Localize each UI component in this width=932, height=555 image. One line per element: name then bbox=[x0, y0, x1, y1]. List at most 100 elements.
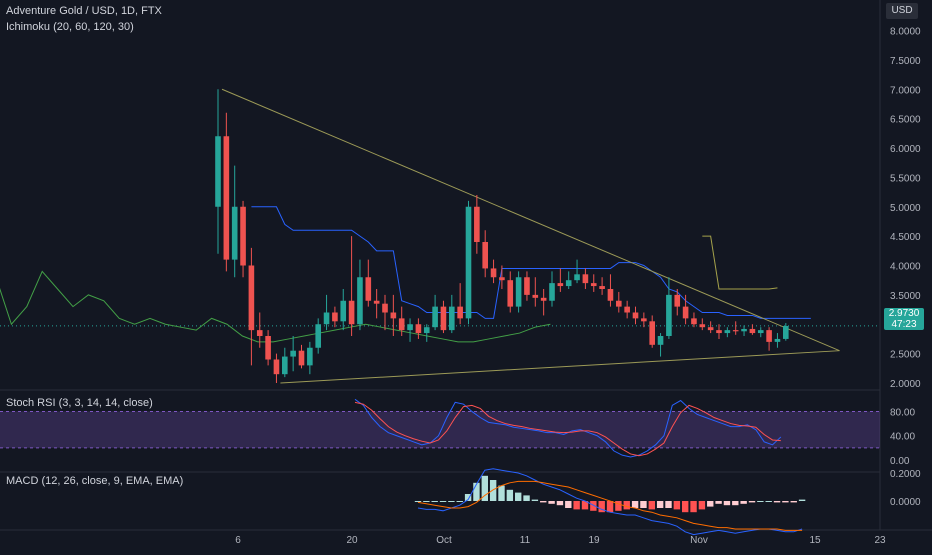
macd-histogram-bar bbox=[531, 499, 539, 501]
candle-body bbox=[524, 277, 530, 295]
price-tick-label: 2.5000 bbox=[890, 350, 921, 361]
trendline bbox=[280, 350, 840, 384]
candle-body bbox=[290, 350, 296, 357]
stoch-band-fill bbox=[0, 411, 880, 448]
macd-histogram-bar bbox=[782, 501, 789, 503]
candle-body bbox=[482, 242, 488, 269]
candle-body bbox=[632, 312, 639, 319]
time-tick-label: 19 bbox=[588, 535, 600, 546]
candle-body bbox=[641, 318, 647, 322]
price-tick-label: 4.5000 bbox=[890, 232, 921, 243]
stoch-d-line bbox=[354, 401, 781, 457]
candle-body bbox=[582, 274, 589, 284]
macd-histogram-bar bbox=[464, 494, 472, 501]
candle-body bbox=[657, 336, 664, 345]
candle-body bbox=[357, 277, 363, 325]
time-tick-label: 6 bbox=[235, 535, 241, 546]
macd-histogram-bar bbox=[414, 501, 422, 502]
macd-histogram-bar bbox=[723, 501, 731, 506]
macd-histogram-bar bbox=[623, 501, 630, 510]
macd-tick-label: 0.0000 bbox=[890, 497, 921, 508]
candle-body bbox=[590, 283, 597, 287]
candle-body bbox=[624, 306, 630, 313]
macd-histogram-bar bbox=[506, 489, 514, 501]
candle-body bbox=[423, 327, 430, 334]
macd-histogram-bar bbox=[648, 501, 655, 510]
stoch-tick-label: 80.00 bbox=[890, 407, 915, 418]
macd-histogram-bar bbox=[757, 501, 764, 502]
plot-background bbox=[0, 0, 880, 550]
candle-body bbox=[691, 318, 697, 325]
macd-histogram-bar bbox=[481, 475, 488, 501]
trendline bbox=[221, 88, 840, 352]
candle-body bbox=[240, 206, 246, 266]
macd-label: MACD (12, 26, close, 9, EMA, EMA) bbox=[6, 475, 184, 487]
candle-body bbox=[465, 206, 472, 319]
macd-histogram-bar bbox=[765, 501, 772, 502]
candle-body bbox=[440, 306, 447, 331]
candle-body bbox=[574, 274, 580, 281]
price-tick-label: 7.5000 bbox=[890, 56, 921, 67]
macd-histogram-bar bbox=[581, 501, 589, 510]
candle-body bbox=[390, 312, 397, 319]
candle-body bbox=[215, 136, 221, 207]
candle-body bbox=[256, 330, 263, 336]
macd-signal-line bbox=[417, 480, 803, 531]
macd-tick-label: 0.2000 bbox=[890, 469, 921, 480]
macd-histogram-bar bbox=[431, 501, 438, 502]
time-tick-label: 15 bbox=[809, 535, 821, 546]
macd-histogram-bar bbox=[498, 485, 505, 501]
macd-histogram-bar bbox=[748, 501, 756, 503]
macd-histogram-bar bbox=[556, 501, 564, 506]
macd-histogram-bar bbox=[565, 501, 572, 508]
stoch-tick-label: 40.00 bbox=[890, 432, 915, 443]
candle-body bbox=[265, 336, 271, 360]
candle-body bbox=[231, 206, 238, 260]
candle-body bbox=[540, 297, 547, 301]
price-tick-label: 6.0000 bbox=[890, 144, 921, 155]
candle-body bbox=[507, 280, 514, 307]
candle-body bbox=[449, 306, 455, 331]
candle-body bbox=[732, 330, 739, 332]
candle-body bbox=[323, 312, 330, 325]
macd-histogram-bar bbox=[698, 501, 706, 510]
time-tick-label: 11 bbox=[520, 535, 531, 546]
time-tick-label: 23 bbox=[874, 535, 886, 546]
macd-histogram-bar bbox=[665, 501, 672, 508]
time-tick-label: Oct bbox=[436, 535, 452, 546]
candle-body bbox=[248, 265, 255, 331]
candle-body bbox=[282, 356, 288, 375]
candle-body bbox=[532, 294, 539, 298]
candle-body bbox=[298, 350, 305, 366]
currency-label[interactable]: USD bbox=[886, 3, 918, 19]
price-tick-label: 8.0000 bbox=[890, 27, 921, 38]
candle-body bbox=[565, 280, 572, 287]
candle-body bbox=[599, 286, 605, 289]
candle-body bbox=[348, 300, 355, 325]
macd-histogram-bar bbox=[606, 501, 614, 513]
stoch-tick-label: 0.00 bbox=[890, 456, 910, 467]
candle-body bbox=[340, 300, 347, 322]
candle-body bbox=[616, 300, 622, 307]
indicator-label: Ichimoku (20, 60, 120, 30) bbox=[6, 21, 134, 33]
candle-body bbox=[716, 330, 722, 334]
symbol-title: Adventure Gold / USD, 1D, FTX bbox=[6, 5, 162, 17]
macd-histogram-bar bbox=[615, 501, 622, 511]
price-tick-label: 6.5000 bbox=[890, 115, 921, 126]
macd-histogram-bar bbox=[790, 501, 797, 503]
macd-histogram-bar bbox=[640, 501, 647, 508]
candle-body bbox=[674, 294, 681, 307]
macd-histogram-bar bbox=[631, 501, 639, 508]
macd-histogram-bar bbox=[456, 501, 463, 502]
candle-body bbox=[682, 306, 689, 319]
macd-histogram-bar bbox=[573, 501, 580, 510]
macd-histogram-bar bbox=[489, 480, 497, 501]
macd-histogram-bar bbox=[548, 501, 555, 504]
macd-line bbox=[417, 468, 803, 536]
macd-histogram-bar bbox=[673, 501, 681, 510]
candle-body bbox=[766, 330, 772, 342]
candle-body bbox=[607, 289, 614, 301]
candle-body bbox=[365, 277, 372, 301]
